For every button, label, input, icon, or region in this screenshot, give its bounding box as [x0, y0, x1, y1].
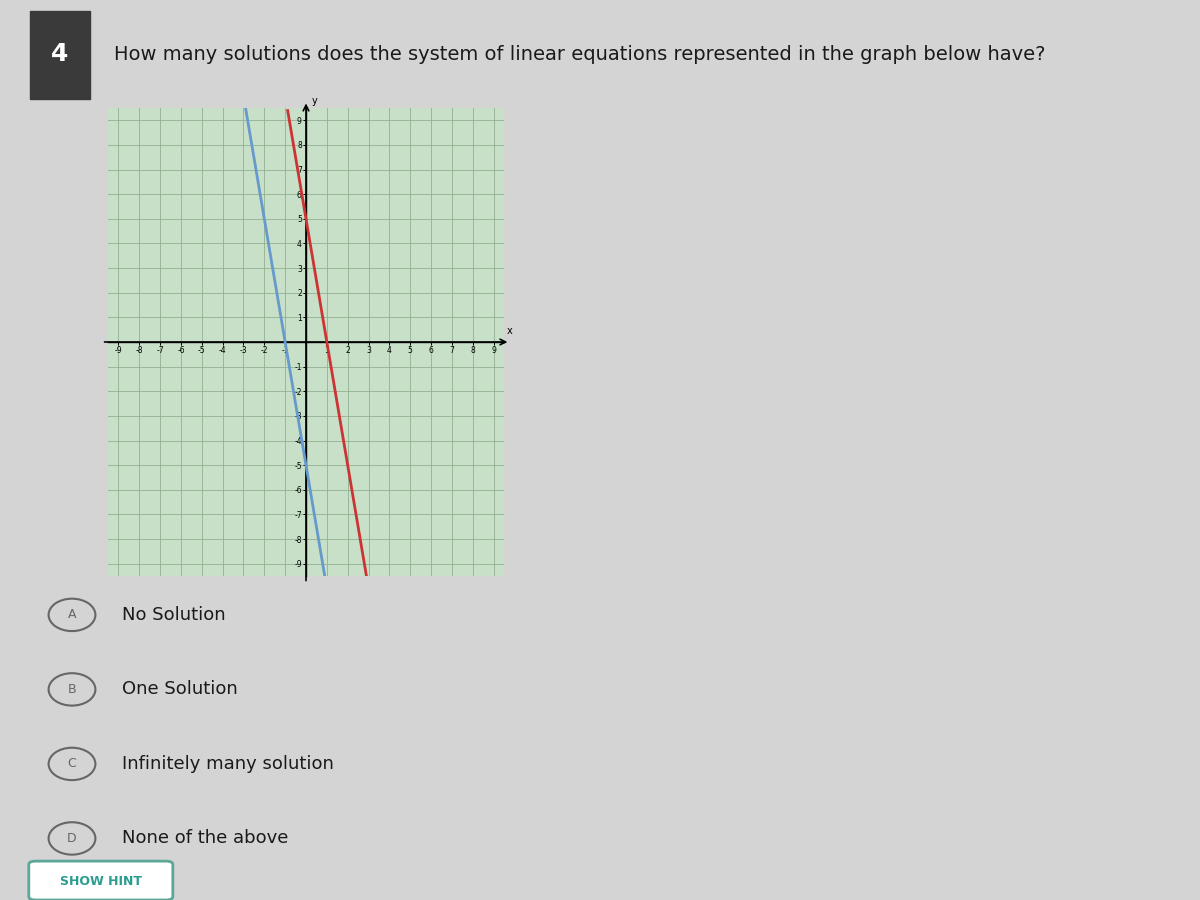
FancyBboxPatch shape	[29, 861, 173, 900]
FancyBboxPatch shape	[30, 11, 90, 99]
Text: Infinitely many solution: Infinitely many solution	[122, 755, 335, 773]
Text: D: D	[67, 832, 77, 845]
Text: None of the above: None of the above	[122, 830, 289, 848]
Text: x: x	[508, 326, 512, 336]
Text: y: y	[311, 95, 317, 105]
Text: 4: 4	[52, 42, 68, 66]
Text: A: A	[67, 608, 77, 621]
Text: How many solutions does the system of linear equations represented in the graph : How many solutions does the system of li…	[114, 44, 1045, 64]
Text: One Solution: One Solution	[122, 680, 238, 698]
Text: C: C	[67, 758, 77, 770]
Text: B: B	[67, 683, 77, 696]
Text: No Solution: No Solution	[122, 606, 226, 624]
Text: SHOW HINT: SHOW HINT	[60, 875, 142, 887]
